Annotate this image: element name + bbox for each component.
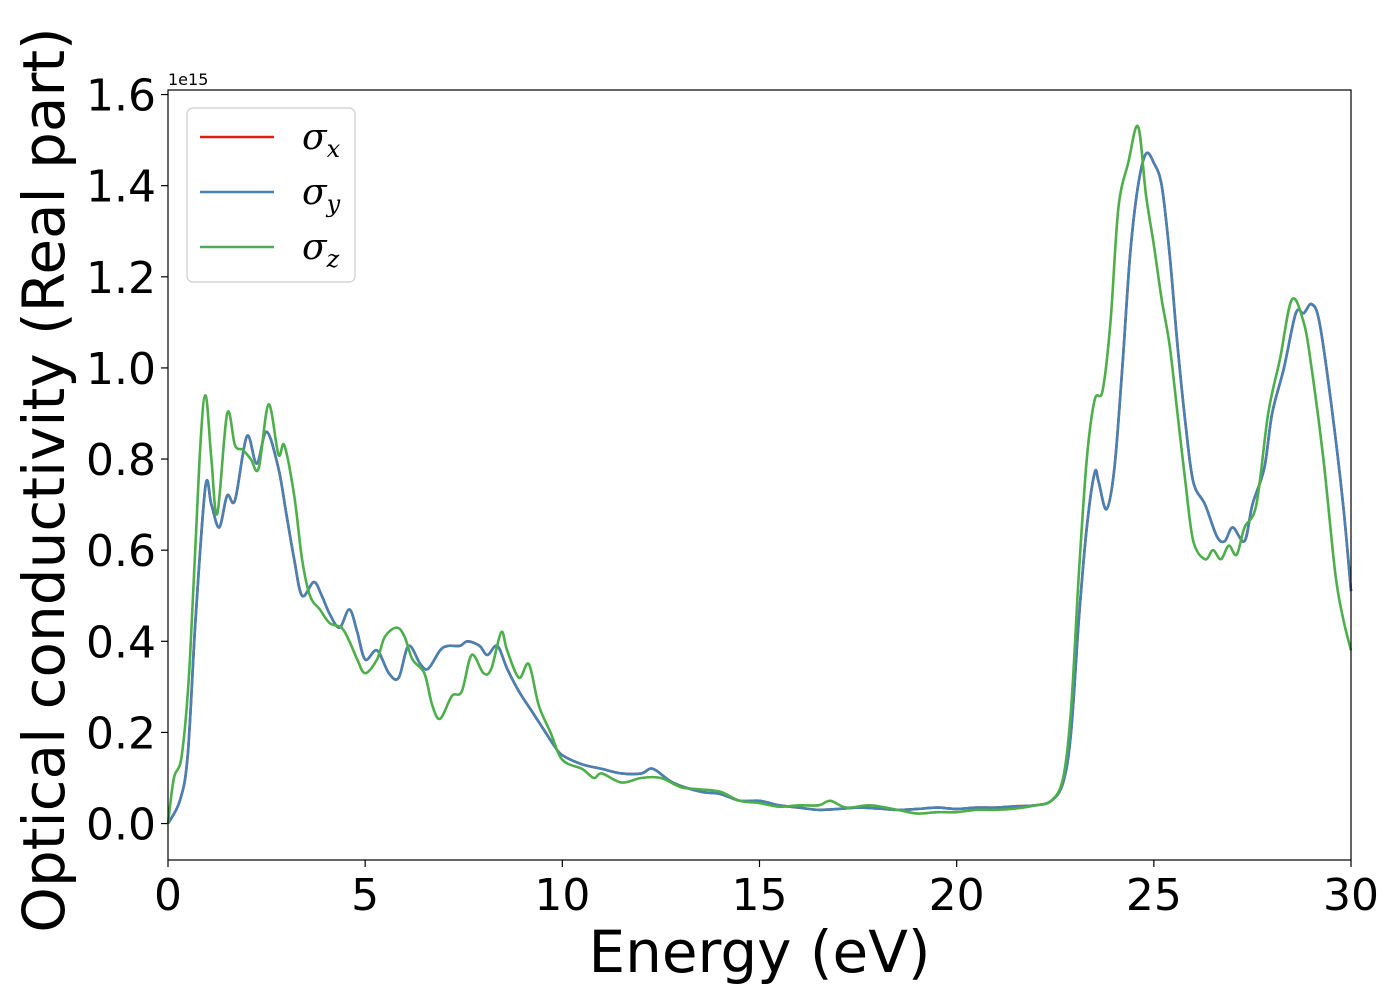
y-tick-label: 1.6 — [86, 71, 156, 122]
series-line-z — [166, 124, 1353, 824]
y-tick-label: 0.2 — [86, 708, 156, 759]
y-tick-label: 0.6 — [86, 526, 156, 577]
x-tick-label: 25 — [1126, 870, 1182, 921]
x-tick-label: 0 — [154, 870, 182, 921]
y-tick-label: 0.4 — [86, 617, 156, 668]
x-tick-label: 5 — [351, 870, 379, 921]
y-tick-label: 1.2 — [86, 253, 156, 304]
y-tick-label: 1.0 — [86, 344, 156, 395]
y-tick-label: 0.0 — [86, 800, 156, 851]
x-tick-label: 15 — [732, 870, 788, 921]
x-tick-label: 20 — [929, 870, 985, 921]
plot-frame — [167, 89, 1352, 861]
x-axis-label: Energy (eV) — [588, 918, 930, 986]
y-offset-label: 1e15 — [168, 70, 208, 89]
y-axis-label: Optical conductivity (Real part) — [10, 27, 78, 932]
y-tick-label: 1.4 — [86, 162, 156, 213]
legend-box — [186, 107, 356, 283]
x-tick-label: 30 — [1323, 870, 1379, 921]
y-tick-label: 0.8 — [86, 435, 156, 486]
series-layer — [166, 124, 1353, 825]
legend-label: σy — [302, 172, 341, 218]
x-tick-label: 10 — [534, 870, 590, 921]
ticks-layer: 0 5 10 15 20 25 30 0.0 0.2 0.4 0.6 0.8 1.0 1.2 1.4 1.6 — [86, 71, 1379, 921]
series-line-y — [166, 151, 1353, 825]
